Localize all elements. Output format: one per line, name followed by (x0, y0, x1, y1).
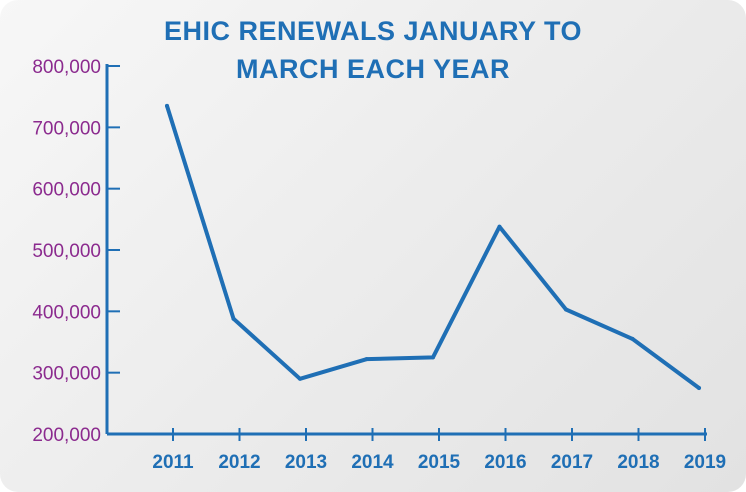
y-tick-label: 600,000 (32, 180, 101, 201)
y-tick-label: 700,000 (32, 118, 101, 139)
data-point (697, 386, 701, 390)
data-point (497, 224, 502, 229)
x-tick-label: 2015 (418, 452, 461, 473)
y-tick-label: 500,000 (32, 241, 101, 262)
data-point (231, 316, 236, 321)
x-tick-label: 2018 (617, 452, 659, 473)
chart-title-line-2: MARCH EACH YEAR (235, 54, 511, 84)
y-tick-label: 800,000 (32, 57, 101, 78)
chart-title: EHIC RENEWALS JANUARY TO MARCH EACH YEAR (0, 12, 746, 88)
y-tick-label: 300,000 (32, 364, 101, 385)
data-point (630, 336, 635, 341)
x-tick-label: 2016 (484, 452, 526, 473)
x-tick-label: 2013 (285, 452, 327, 473)
y-tick-label: 400,000 (32, 302, 101, 323)
y-tick-label: 200,000 (32, 425, 101, 446)
x-tick-label: 2019 (684, 452, 726, 473)
x-tick-label: 2011 (152, 452, 194, 473)
series-line (165, 103, 701, 390)
chart-title-line-1: EHIC RENEWALS JANUARY TO (163, 16, 583, 46)
x-tick-label: 2014 (351, 452, 394, 473)
x-tick-label: 2017 (551, 452, 593, 473)
data-point (165, 103, 169, 108)
x-tick-label: 2012 (218, 452, 260, 473)
data-point (298, 376, 302, 381)
data-point (364, 357, 369, 362)
data-point (431, 355, 435, 360)
data-point (564, 307, 568, 312)
